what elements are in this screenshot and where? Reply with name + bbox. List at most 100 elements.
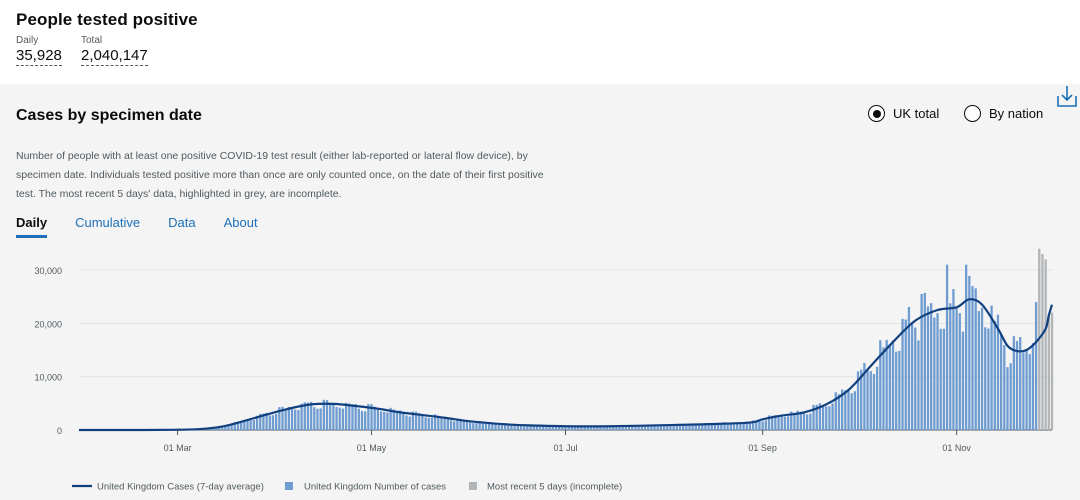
metric-total-label: Total: [81, 35, 103, 46]
daily-bar: [682, 424, 685, 430]
daily-bar: [821, 406, 825, 430]
metric-total: Total 2,040,147: [81, 35, 148, 66]
daily-bar: [545, 425, 548, 430]
x-tick-label: 01 Mar: [164, 443, 192, 453]
daily-bar: [815, 404, 818, 430]
daily-bar: [764, 420, 767, 430]
daily-bar: [551, 425, 554, 430]
daily-bar: [586, 426, 589, 430]
daily-bar: [294, 409, 297, 430]
daily-bar: [564, 426, 567, 430]
daily-bar: [930, 303, 933, 430]
daily-bar: [605, 426, 608, 430]
daily-bar: [478, 420, 481, 430]
daily-bar: [987, 328, 990, 430]
daily-bar: [399, 410, 402, 430]
radio-selected-icon: [868, 105, 885, 122]
daily-bar: [484, 422, 488, 430]
daily-bar: [220, 426, 224, 430]
daily-bar: [325, 400, 329, 430]
daily-bar: [840, 389, 844, 430]
x-tick-label: 01 Sep: [748, 443, 777, 453]
daily-bar: [917, 340, 920, 430]
tab-daily[interactable]: Daily: [16, 215, 48, 238]
daily-bar: [427, 417, 430, 430]
daily-bar: [348, 403, 351, 430]
daily-bar: [516, 425, 519, 430]
daily-bar: [449, 420, 453, 430]
daily-bar: [440, 416, 443, 430]
x-tick-label: 01 May: [357, 443, 387, 453]
daily-bar: [999, 335, 1003, 430]
metric-daily: Daily 35,928: [16, 35, 62, 66]
daily-bar: [758, 420, 761, 430]
daily-bar: [335, 407, 338, 430]
daily-bar: [303, 402, 306, 430]
daily-bar: [672, 425, 675, 430]
daily-bar: [701, 423, 704, 430]
daily-bar: [961, 331, 965, 430]
daily-bar: [297, 410, 300, 430]
daily-bar: [405, 415, 408, 430]
daily-bar: [891, 340, 895, 430]
daily-bar: [888, 344, 891, 430]
daily-bar: [837, 394, 841, 430]
daily-bar: [863, 362, 866, 430]
daily-bar: [939, 328, 942, 430]
daily-bar: [402, 413, 405, 430]
daily-bar: [268, 415, 271, 430]
tab-data[interactable]: Data: [168, 215, 196, 230]
daily-bar: [373, 406, 376, 430]
metric-total-value[interactable]: 2,040,147: [81, 47, 148, 66]
daily-bar: [510, 424, 513, 430]
daily-bar: [570, 425, 574, 430]
daily-bar: [879, 340, 882, 430]
tab-bar: Daily Cumulative Data About: [16, 215, 286, 238]
daily-bar: [685, 424, 688, 430]
daily-bar: [513, 425, 516, 430]
daily-bar: [828, 406, 831, 430]
daily-bar: [284, 408, 287, 430]
daily-bar: [319, 408, 322, 430]
daily-bar: [523, 424, 526, 430]
daily-bar: [456, 418, 459, 430]
y-tick-label: 20,000: [34, 319, 62, 329]
daily-bar: [716, 424, 720, 430]
daily-bar: [602, 426, 605, 430]
daily-bar: [262, 413, 265, 430]
daily-bar: [624, 426, 628, 430]
tab-about[interactable]: About: [223, 215, 258, 230]
daily-bar: [726, 422, 729, 430]
daily-bar: [818, 403, 822, 430]
daily-bar: [780, 416, 783, 430]
daily-bar: [1031, 343, 1035, 430]
daily-bar: [621, 425, 624, 430]
daily-bar: [589, 425, 593, 430]
daily-bar: [898, 350, 901, 430]
daily-bar: [933, 317, 936, 430]
incomplete-bar: [1041, 254, 1044, 430]
download-icon[interactable]: [1056, 84, 1078, 108]
daily-bar: [577, 426, 580, 430]
daily-bar: [678, 423, 682, 430]
daily-bar: [414, 411, 418, 430]
daily-bar: [634, 424, 637, 430]
daily-bar: [777, 416, 780, 430]
metric-daily-value[interactable]: 35,928: [16, 47, 62, 66]
daily-bar: [949, 303, 952, 430]
tab-cumulative[interactable]: Cumulative: [75, 215, 141, 230]
daily-bar: [615, 425, 618, 430]
daily-bar: [1003, 345, 1006, 430]
daily-bar: [344, 402, 348, 430]
daily-bar: [246, 420, 249, 430]
radio-uk-total[interactable]: UK total: [868, 105, 939, 122]
legend-bar-swatch: [285, 482, 293, 490]
daily-bar: [567, 425, 570, 430]
radio-by-nation[interactable]: By nation: [964, 105, 1043, 122]
daily-bar: [236, 421, 240, 430]
daily-bar: [383, 411, 386, 430]
daily-bar: [1015, 340, 1019, 430]
daily-bar: [580, 426, 583, 430]
daily-bar: [885, 339, 888, 430]
daily-bar: [1012, 336, 1015, 430]
